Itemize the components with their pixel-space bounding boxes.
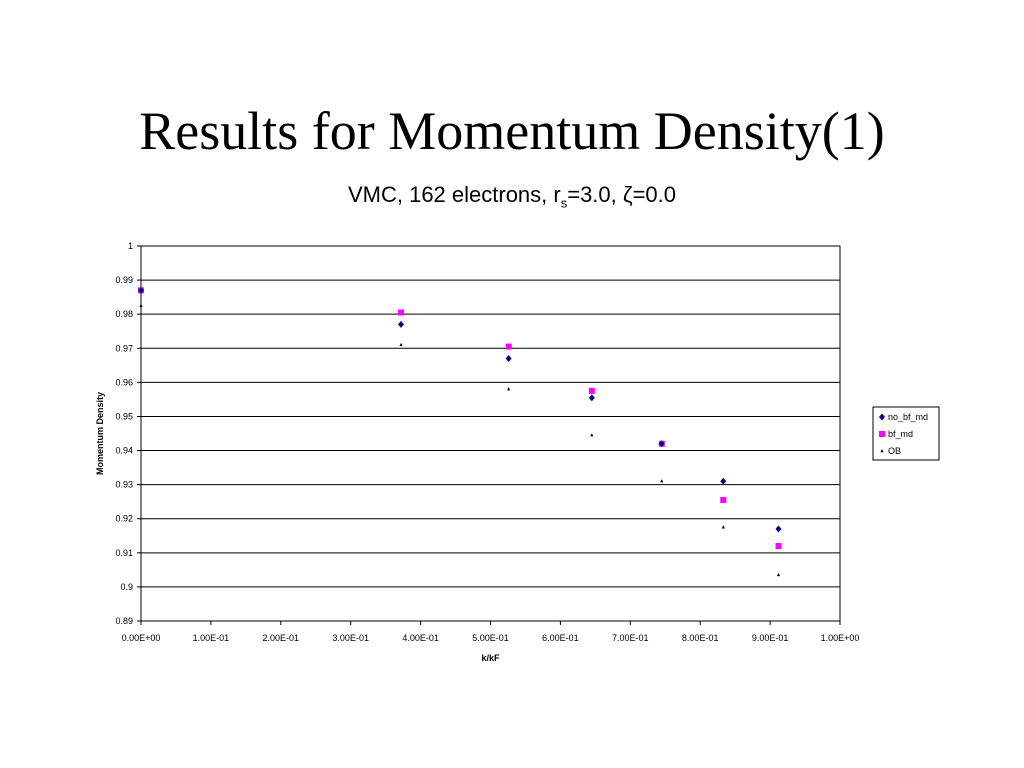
point-OB <box>590 433 594 437</box>
point-OB <box>139 303 143 307</box>
point-bf-md <box>505 343 512 350</box>
legend-marker-bf-md <box>879 431 885 437</box>
y-tick-label: 0.94 <box>115 446 133 456</box>
y-tick-label: 0.98 <box>115 309 133 319</box>
x-tick-label: 6.00E-01 <box>542 633 579 643</box>
x-tick-label: 2.00E-01 <box>263 633 300 643</box>
x-tick-label: 1.00E+00 <box>821 633 860 643</box>
y-tick-label: 0.93 <box>115 480 133 490</box>
x-tick-label: 8.00E-01 <box>682 633 719 643</box>
legend-marker-OB <box>880 449 884 453</box>
x-tick-label: 7.00E-01 <box>612 633 649 643</box>
y-tick-label: 0.95 <box>115 411 133 421</box>
x-tick-label: 4.00E-01 <box>402 633 439 643</box>
x-tick-label: 5.00E-01 <box>472 633 509 643</box>
y-tick-label: 0.91 <box>115 548 133 558</box>
legend-label: OB <box>888 446 901 456</box>
y-tick-label: 1 <box>128 241 133 251</box>
point-no-bf-md <box>505 355 512 362</box>
point-OB <box>776 572 781 577</box>
point-no-bf-md <box>138 286 144 294</box>
point-bf-md <box>775 543 782 549</box>
slide-title: Results for Momentum Density(1) <box>139 101 885 161</box>
point-OB <box>399 342 403 347</box>
legend-marker-no-bf-md <box>879 413 885 421</box>
point-no-bf-md <box>398 320 405 328</box>
subtitle-subscript: s <box>560 195 568 211</box>
point-OB <box>660 479 664 483</box>
x-axis-title: k/kF <box>481 653 500 663</box>
subtitle-prefix: VMC, 162 electrons, r <box>347 182 561 207</box>
plot-area <box>140 245 841 622</box>
point-bf-md <box>398 309 405 316</box>
x-tick-label: 1.00E-01 <box>193 633 230 643</box>
point-no-bf-md <box>588 394 595 402</box>
y-tick-label: 0.92 <box>115 514 133 524</box>
chart-subtitle: VMC, 162 electrons, rs=3.0, ζ=0.0 <box>0 182 1024 210</box>
point-bf-md <box>720 496 727 503</box>
x-tick-label: 3.00E-01 <box>332 633 369 643</box>
point-bf-md <box>588 387 595 394</box>
x-tick-label: 0.00E+00 <box>122 633 161 643</box>
y-tick-label: 0.9 <box>120 582 133 592</box>
point-no-bf-md <box>720 477 727 485</box>
y-tick-label: 0.97 <box>115 343 133 353</box>
y-tick-label: 0.99 <box>115 275 133 285</box>
legend-label: no_bf_md <box>888 412 928 422</box>
legend-label: bf_md <box>888 429 913 439</box>
y-tick-label: 0.89 <box>115 616 133 626</box>
x-tick-label: 9.00E-01 <box>752 633 789 643</box>
point-OB <box>507 387 511 391</box>
point-OB <box>721 525 725 529</box>
subtitle-suffix: =3.0, ζ=0.0 <box>567 182 677 207</box>
point-no-bf-md <box>775 525 782 533</box>
y-axis-title: Momentum Density <box>95 392 105 475</box>
point-no-bf-md <box>658 440 665 448</box>
y-tick-label: 0.96 <box>115 377 133 387</box>
